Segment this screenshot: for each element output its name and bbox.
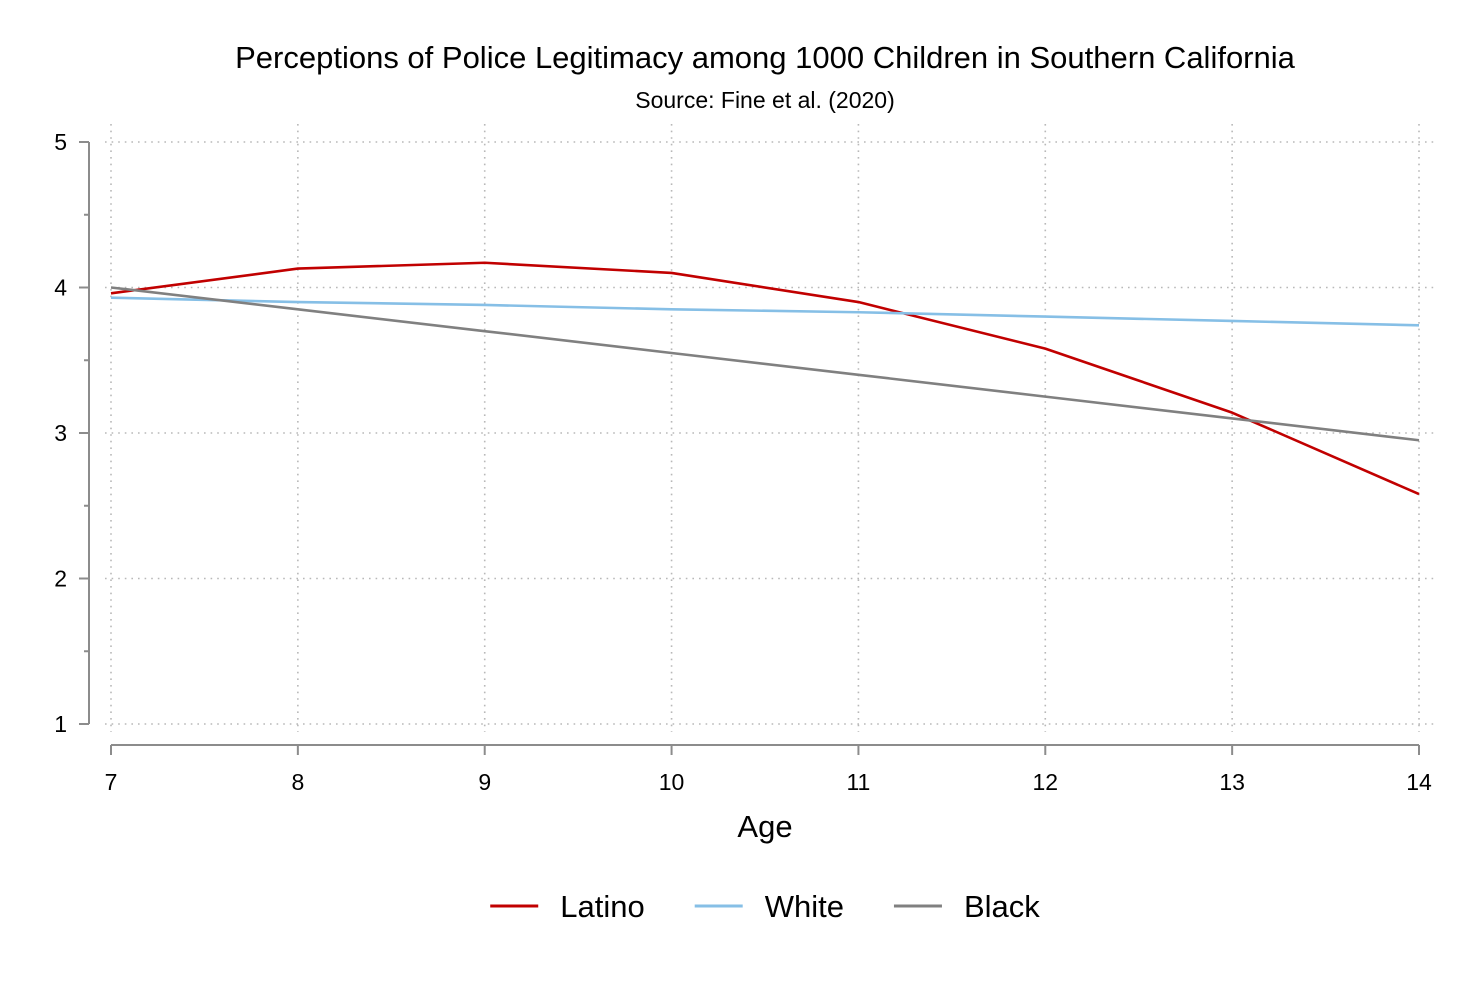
series-line-white xyxy=(110,296,1420,327)
legend-label-black: Black xyxy=(964,889,1040,924)
x-tick-label: 10 xyxy=(659,769,685,795)
chart-subtitle: Source: Fine et al. (2020) xyxy=(635,87,895,113)
x-tick-label: 13 xyxy=(1219,769,1245,795)
legend-label-latino: Latino xyxy=(560,889,644,924)
series-lines xyxy=(110,261,1420,496)
y-tick-label: 1 xyxy=(54,711,67,737)
x-tick-label: 14 xyxy=(1406,769,1432,795)
x-tick-label: 11 xyxy=(846,769,870,795)
legend: Latino White Black xyxy=(490,889,1040,924)
legend-label-white: White xyxy=(765,889,844,924)
y-tick-label: 4 xyxy=(54,275,67,301)
chart-title: Perceptions of Police Legitimacy among 1… xyxy=(235,40,1296,75)
x-axis-label: Age xyxy=(737,809,792,844)
y-tick-label: 5 xyxy=(54,129,67,155)
x-tick-label: 7 xyxy=(105,769,118,795)
y-tick-label: 3 xyxy=(54,420,67,446)
x-tick-label: 8 xyxy=(291,769,304,795)
series-line-black xyxy=(110,286,1420,442)
series-line-latino xyxy=(110,261,1420,496)
grid xyxy=(105,124,1437,732)
x-tick-label: 12 xyxy=(1032,769,1058,795)
x-tick-label: 9 xyxy=(478,769,491,795)
y-tick-label: 2 xyxy=(54,566,67,592)
